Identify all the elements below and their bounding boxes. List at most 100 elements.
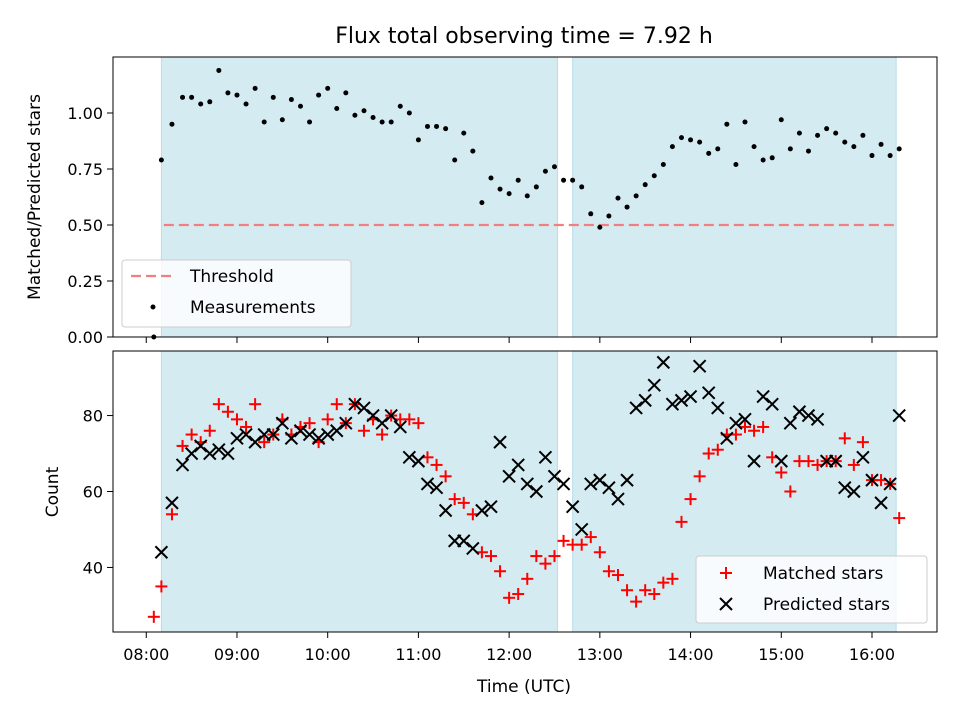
measurement-point [624, 204, 630, 210]
predicted-star-point [193, 439, 208, 453]
predicted-star-point [720, 431, 734, 446]
matched-star-point [457, 496, 470, 509]
x-axis-label: Time (UTC) [476, 677, 571, 697]
measurement-point [805, 148, 811, 154]
measurement-point [869, 153, 875, 159]
measurement-point [579, 184, 585, 190]
observing-interval-1-shade-lower [160, 350, 559, 633]
measurement-point [270, 94, 276, 100]
x-tick-label: 08:00 [123, 645, 169, 664]
measurement-point [551, 164, 557, 170]
matched-star-point [847, 458, 860, 471]
measurement-point [533, 184, 539, 190]
measurements-points [151, 67, 902, 340]
x-tick-label: 16:00 [849, 645, 895, 664]
predicted-star-point [801, 408, 816, 423]
predicted-star-point [838, 480, 852, 495]
predicted-star-point [212, 443, 226, 457]
measurement-point [479, 200, 485, 206]
measurement-point [660, 162, 666, 168]
matched-star-point [203, 424, 216, 437]
predicted-star-point [411, 454, 426, 468]
x-tick-label: 12:00 [486, 645, 532, 664]
predicted-star-point [520, 477, 534, 491]
predicted-star-point [221, 446, 235, 461]
measurement-point [669, 144, 675, 150]
predicted-star-point [438, 503, 453, 518]
predicted-star-point [656, 355, 671, 370]
measurement-point [588, 211, 594, 217]
legend-measurements-swatch [150, 304, 156, 310]
matched-star-point [630, 595, 643, 608]
predicted-star-point [765, 397, 779, 411]
matched-star-point [657, 576, 670, 589]
matched-star-point [838, 432, 851, 445]
predicted-star-point [828, 454, 843, 468]
measurement-point [252, 85, 258, 91]
x-tick-label: 11:00 [395, 645, 441, 664]
measurement-point [216, 67, 222, 73]
measurement-point [488, 175, 494, 181]
matched-star-point [893, 512, 906, 525]
ratio-panel: Flux total observing time = 7.92 h 0.000… [25, 24, 938, 347]
y-tick-label: 0.25 [67, 272, 103, 291]
measurement-point [180, 94, 186, 100]
measurement-point [261, 119, 267, 125]
matched-star-point [430, 458, 443, 471]
predicted-star-point [466, 541, 480, 556]
predicted-star-point [357, 401, 371, 415]
predicted-star-point [348, 397, 362, 411]
x-tick-label: 09:00 [214, 645, 260, 664]
measurement-point [778, 117, 784, 123]
predicted-star-point [366, 408, 380, 423]
count-panel: 40 60 80 08:00 09:00 10:00 11:00 12:00 13:00 14:… [43, 350, 938, 697]
predicted-star-point [154, 545, 169, 559]
measurement-point [715, 146, 721, 152]
predicted-star-point [584, 477, 598, 491]
matched-star-point [448, 493, 461, 506]
predicted-star-point [638, 393, 652, 408]
measurement-point [452, 157, 458, 163]
predicted-star-point [529, 484, 544, 499]
matched-star-point [221, 405, 234, 418]
x-tick-label: 13:00 [577, 645, 623, 664]
predicted-star-point [457, 534, 471, 548]
measurement-point [434, 123, 440, 129]
predicted-star-point [847, 484, 861, 499]
matched-star-point [584, 531, 597, 544]
measurement-point [506, 191, 512, 197]
predicted-star-point [611, 492, 625, 506]
chart-title: Flux total observing time = 7.92 h [335, 24, 713, 49]
measurement-point [633, 193, 639, 199]
predicted-star-point [175, 458, 190, 472]
ratio-legend-box [121, 259, 352, 328]
matched-star-point [621, 584, 634, 597]
matched-star-point [575, 538, 588, 551]
count-x-ticks: 08:00 09:00 10:00 11:00 12:00 13:00 14:00 15:00… [123, 632, 895, 664]
count-y-axis-label: Count [43, 466, 63, 517]
measurement-point [678, 135, 684, 141]
measurement-point [842, 139, 848, 145]
measurement-point [833, 130, 839, 136]
predicted-star-point [293, 424, 308, 438]
measurement-point [243, 101, 249, 107]
measurement-point [225, 90, 231, 96]
predicted-star-point [620, 473, 634, 487]
measurement-point [169, 121, 175, 127]
measurement-point [524, 193, 530, 199]
matched-star-point [330, 398, 343, 411]
predicted-star-point [266, 427, 280, 442]
measurement-point [352, 112, 358, 118]
measurement-point [158, 157, 164, 163]
predicted-star-point [230, 431, 244, 446]
measurement-point [370, 114, 376, 120]
measurement-point [896, 146, 902, 152]
predicted-star-point [883, 477, 897, 491]
y-tick-label: 0.75 [67, 160, 103, 179]
matched-star-point [494, 565, 507, 578]
predicted-star-point [184, 446, 199, 461]
measurement-point [697, 139, 703, 145]
predicted-star-point [711, 401, 725, 415]
ratio-y-ticks: 0.00 0.25 0.50 0.75 1.00 [67, 104, 113, 347]
predicted-star-point [629, 401, 643, 415]
